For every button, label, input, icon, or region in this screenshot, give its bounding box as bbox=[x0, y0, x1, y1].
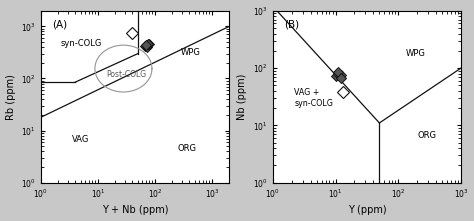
X-axis label: Y (ppm): Y (ppm) bbox=[347, 206, 386, 215]
Y-axis label: Nb (ppm): Nb (ppm) bbox=[237, 74, 247, 120]
Text: VAG: VAG bbox=[72, 135, 89, 144]
Y-axis label: Rb (ppm): Rb (ppm) bbox=[6, 74, 16, 120]
Text: (B): (B) bbox=[284, 19, 299, 29]
Text: syn-COLG: syn-COLG bbox=[60, 39, 102, 48]
Text: WPG: WPG bbox=[405, 49, 425, 58]
Text: VAG +
syn-COLG: VAG + syn-COLG bbox=[294, 88, 333, 108]
Text: (A): (A) bbox=[52, 19, 67, 29]
Text: ORG: ORG bbox=[178, 144, 197, 153]
Text: Post-COLG: Post-COLG bbox=[106, 70, 146, 79]
X-axis label: Y + Nb (ppm): Y + Nb (ppm) bbox=[102, 206, 168, 215]
Text: WPG: WPG bbox=[181, 48, 201, 57]
Text: ORG: ORG bbox=[417, 131, 436, 140]
